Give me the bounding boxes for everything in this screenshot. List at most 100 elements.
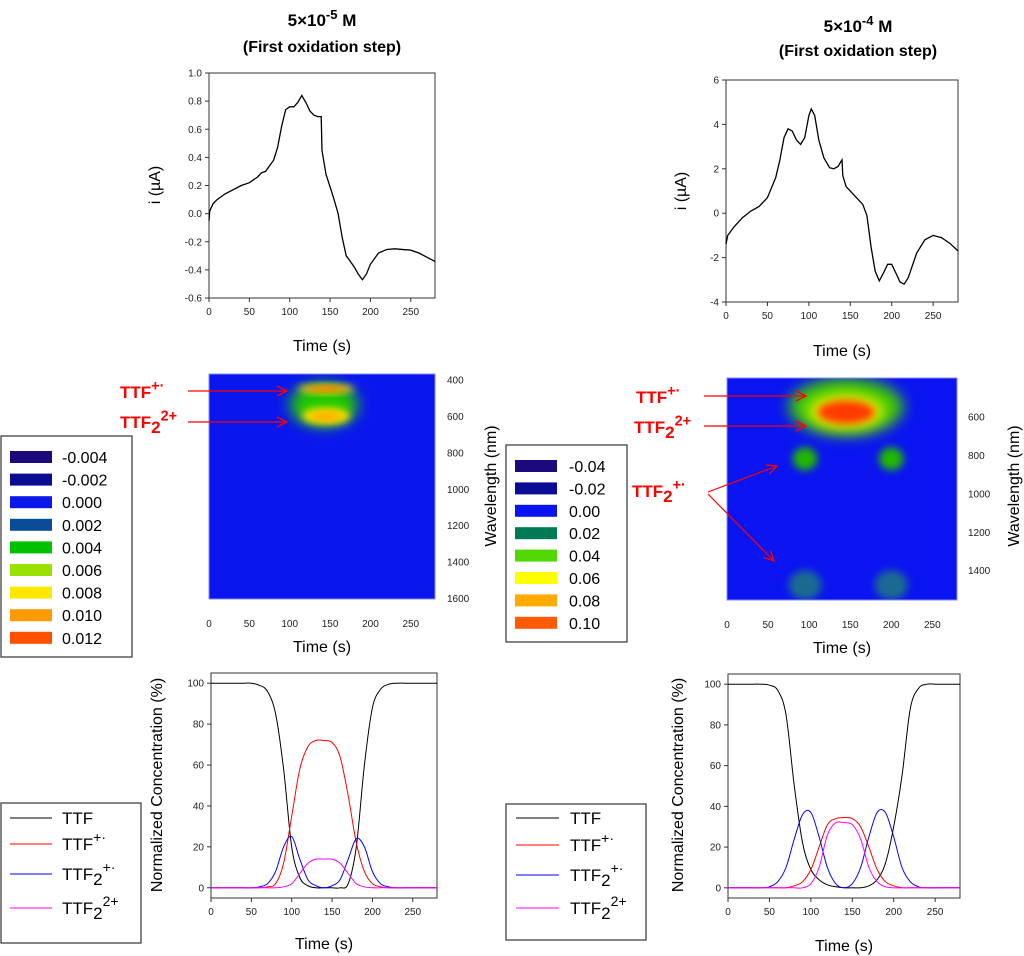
heatmap-feature	[788, 570, 822, 600]
x-tick-label: 100	[281, 307, 298, 318]
y-tick-label: 0.2	[188, 181, 202, 192]
x-tick-label: 100	[801, 311, 818, 322]
x-tick-label: 150	[322, 619, 339, 630]
heatmap-image	[209, 374, 435, 599]
color-legend-label: -0.002	[62, 473, 107, 490]
color-legend-swatch	[515, 482, 557, 495]
color-legend-swatch	[515, 549, 557, 562]
legend-label-base: TTF	[570, 836, 601, 855]
label-base: TTF	[120, 383, 151, 402]
color-legend: -0.004 -0.002 0.000 0.002 0.004 0.006 0.008 0.0…	[0, 435, 133, 658]
x-axis-label: Time (s)	[813, 343, 871, 360]
label-subscript: 2	[665, 423, 674, 442]
conc2-chart: 0 50 100 150 200 250 0 20 40 60 80 100 Time (s) Norma…	[505, 673, 961, 955]
y-tick-label: 600	[447, 412, 464, 423]
y-axis-label: Wavelength (nm)	[483, 425, 500, 546]
y-tick-label: 4	[713, 120, 719, 131]
x-tick-label: 100	[803, 907, 820, 918]
y-tick-label: -0.6	[185, 294, 203, 305]
legend-label-base: TTF	[570, 866, 601, 885]
annotation-arrow	[707, 466, 777, 493]
x-tick-label: 50	[244, 619, 256, 630]
label-base: TTF	[636, 388, 667, 407]
y-tick-label: -0.4	[185, 265, 203, 276]
legend-label-subscript: 2	[601, 871, 610, 890]
color-legend-label: 0.012	[62, 631, 102, 648]
x-tick-label: 0	[206, 307, 212, 318]
species-annotation: TTF2+·	[632, 477, 686, 506]
x-axis-label: Time (s)	[293, 639, 351, 656]
legend-label-subscript: 2	[93, 904, 102, 923]
label-superscript: +·	[673, 477, 686, 493]
color-legend-swatch	[10, 586, 52, 599]
series-line-0	[728, 683, 960, 889]
y-tick-label: -0.2	[185, 237, 203, 248]
species-annotation: TTF22+	[634, 413, 691, 442]
color-legend-label: 0.008	[62, 586, 102, 603]
heatmap-feature	[874, 570, 908, 600]
color-legend: -0.04 -0.02 0.00 0.02 0.04 0.06 0.08 0.10	[505, 444, 628, 643]
heatmap-feature	[305, 386, 347, 392]
cv2-chart: 0 50 100 150 200 250 -4 -2 0 2 4 6 Time (s) i (µA)	[673, 76, 959, 360]
color-legend-label: 0.06	[569, 571, 600, 588]
heatmap-feature	[792, 447, 818, 471]
y-axis-label: Normalized Concentration (%)	[670, 678, 687, 892]
series-line-2	[210, 835, 437, 889]
legend-label-base: TTF	[62, 865, 93, 884]
heatmap-feature	[878, 447, 904, 471]
y-tick-label: 1600	[447, 594, 470, 605]
label-superscript: 2+	[161, 408, 177, 424]
x-tick-label: 200	[883, 620, 900, 631]
x-tick-label: 0	[723, 311, 729, 322]
x-tick-label: 200	[885, 907, 902, 918]
species-annotation: TTF+·	[636, 383, 680, 407]
y-tick-label: 80	[710, 720, 722, 731]
legend-label: TTF+·	[570, 830, 614, 855]
y-tick-label: 20	[710, 843, 722, 854]
x-axis-label: Time (s)	[813, 640, 871, 657]
color-legend-label: 0.02	[569, 526, 600, 543]
legend-label-base: TTF	[62, 899, 93, 918]
y-tick-label: 800	[447, 448, 464, 459]
x-tick-label: 150	[324, 907, 341, 918]
plot-frame	[725, 79, 959, 303]
label-subscript: 2	[151, 418, 160, 437]
legend-label-base: TTF	[570, 809, 601, 828]
color-legend-label: 0.08	[569, 593, 600, 610]
color-legend-swatch	[515, 572, 557, 584]
color-legend-label: 0.010	[62, 608, 102, 625]
legend-label-superscript: +·	[601, 830, 614, 846]
x-tick-label: 250	[924, 620, 941, 631]
color-legend-swatch	[10, 564, 52, 576]
color-legend-label: -0.004	[62, 450, 107, 467]
x-tick-label: 250	[404, 907, 421, 918]
legend-label-superscript: +·	[103, 859, 116, 875]
plot-frame	[210, 672, 438, 899]
legend-label-subscript: 2	[601, 904, 610, 923]
y-tick-label: 6	[713, 76, 719, 87]
y-tick-label: 1.0	[188, 69, 202, 80]
y-tick-label: 0	[198, 883, 204, 894]
y-tick-label: 60	[710, 761, 722, 772]
label-base: TTF	[632, 482, 663, 501]
x-tick-label: 0	[724, 620, 730, 631]
color-legend-swatch	[515, 504, 557, 517]
legend-label: TTF22+	[570, 893, 627, 923]
x-tick-label: 250	[402, 307, 419, 318]
x-tick-label: 50	[246, 907, 258, 918]
y-axis-label: i (µA)	[147, 166, 164, 205]
color-legend-swatch	[515, 616, 557, 629]
heatmap-feature	[817, 400, 875, 425]
y-tick-label: 1400	[968, 566, 991, 577]
color-legend-swatch	[10, 609, 52, 622]
legend-box	[505, 803, 647, 941]
color-legend-label: 0.006	[62, 563, 102, 580]
color-legend-label: 0.00	[569, 504, 600, 521]
legend-label: TTF22+	[62, 893, 119, 923]
series-line-1	[210, 739, 437, 889]
y-tick-label: 80	[193, 720, 205, 731]
heatmap-frame	[726, 377, 958, 601]
y-tick-label: 20	[193, 842, 205, 853]
